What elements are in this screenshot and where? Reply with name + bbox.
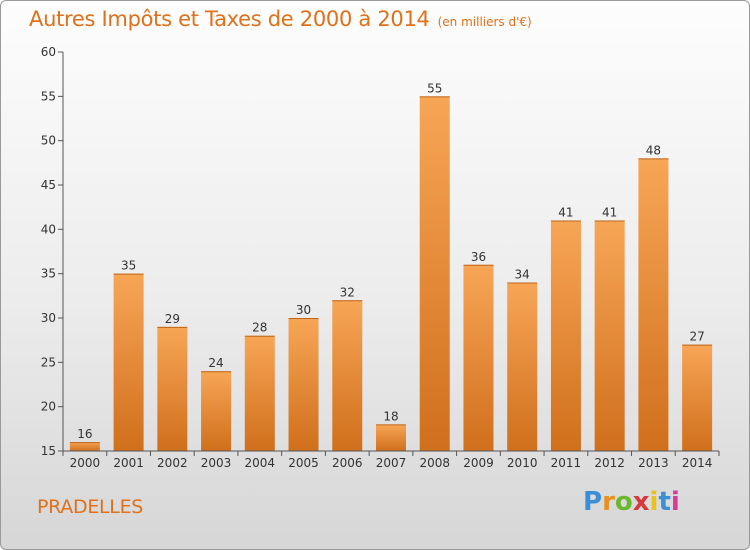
- x-axis: 2000 2001 2002 2003 2004 2005 2006 2007 2008 2009…: [62, 450, 720, 470]
- x-tick-label: 2012: [594, 456, 625, 470]
- bar: [244, 335, 275, 451]
- bar: [550, 220, 581, 451]
- bar: [638, 158, 669, 451]
- y-tick-label: 50: [41, 134, 56, 148]
- bar: [288, 318, 319, 451]
- logo-letter: t: [658, 487, 671, 517]
- x-tick-label: 2009: [463, 456, 494, 470]
- data-label: 34: [515, 268, 530, 282]
- x-tick-label: 2001: [113, 456, 144, 470]
- data-label: 16: [77, 427, 92, 441]
- bar: [594, 220, 625, 451]
- bar: [507, 282, 538, 451]
- proxiti-logo: Proxiti: [583, 487, 680, 517]
- bar: [682, 344, 713, 451]
- bar: [157, 326, 188, 451]
- x-tick-label: 2006: [332, 456, 363, 470]
- bars: 16 35 29 24 28 30 32 18 55 36 34 41 41 48 27: [69, 81, 713, 451]
- bar: [463, 264, 494, 451]
- unit-label: (en milliers d'€): [437, 15, 532, 29]
- x-tick-label: 2003: [201, 456, 232, 470]
- bar: [69, 442, 100, 451]
- x-tick-label: 2010: [507, 456, 538, 470]
- data-label: 18: [383, 409, 398, 423]
- data-label: 29: [165, 312, 180, 326]
- y-axis: 15 20 25 30 35 40 45 50 55 60: [41, 45, 64, 458]
- chart-title: Autres Impôts et Taxes de 2000 à 2014: [29, 7, 430, 31]
- x-tick-label: 2002: [157, 456, 188, 470]
- data-label: 27: [689, 330, 704, 344]
- data-label: 41: [558, 205, 573, 219]
- logo-letter: o: [614, 487, 633, 517]
- y-tick-label: 55: [41, 89, 56, 103]
- bar: [113, 273, 144, 451]
- y-tick-label: 15: [41, 444, 56, 458]
- bar: [376, 424, 406, 451]
- x-tick-label: 2007: [376, 456, 407, 470]
- bar: [332, 300, 363, 451]
- x-tick-label: 2011: [551, 456, 582, 470]
- x-tick-label: 2014: [682, 456, 713, 470]
- y-tick-label: 25: [41, 355, 56, 369]
- x-tick-label: 2005: [288, 456, 319, 470]
- data-label: 24: [208, 356, 223, 370]
- city-name: PRADELLES: [37, 496, 144, 518]
- logo-letter: x: [632, 487, 650, 517]
- x-tick-label: 2013: [638, 456, 669, 470]
- x-tick-label: 2008: [419, 456, 450, 470]
- bar: [419, 96, 450, 451]
- y-tick-label: 60: [41, 45, 56, 59]
- bar: [201, 371, 232, 451]
- data-label: 48: [646, 143, 661, 157]
- data-label: 41: [602, 205, 617, 219]
- data-label: 28: [252, 321, 267, 335]
- y-tick-label: 45: [41, 178, 56, 192]
- y-tick-label: 40: [41, 222, 56, 236]
- logo-letter: i: [670, 487, 680, 517]
- y-tick-label: 20: [41, 400, 56, 414]
- logo-letter: P: [583, 487, 603, 517]
- data-label: 36: [471, 250, 486, 264]
- y-tick-label: 35: [41, 267, 56, 281]
- y-tick-label: 30: [41, 311, 56, 325]
- x-tick-label: 2000: [70, 456, 101, 470]
- data-label: 35: [121, 259, 136, 273]
- data-label: 55: [427, 81, 442, 95]
- x-tick-label: 2004: [245, 456, 276, 470]
- title-row: Autres Impôts et Taxes de 2000 à 2014 (en…: [29, 7, 532, 31]
- logo-letter: r: [602, 487, 615, 517]
- logo-letter: i: [649, 487, 659, 517]
- data-label: 30: [296, 303, 311, 317]
- data-label: 32: [340, 285, 355, 299]
